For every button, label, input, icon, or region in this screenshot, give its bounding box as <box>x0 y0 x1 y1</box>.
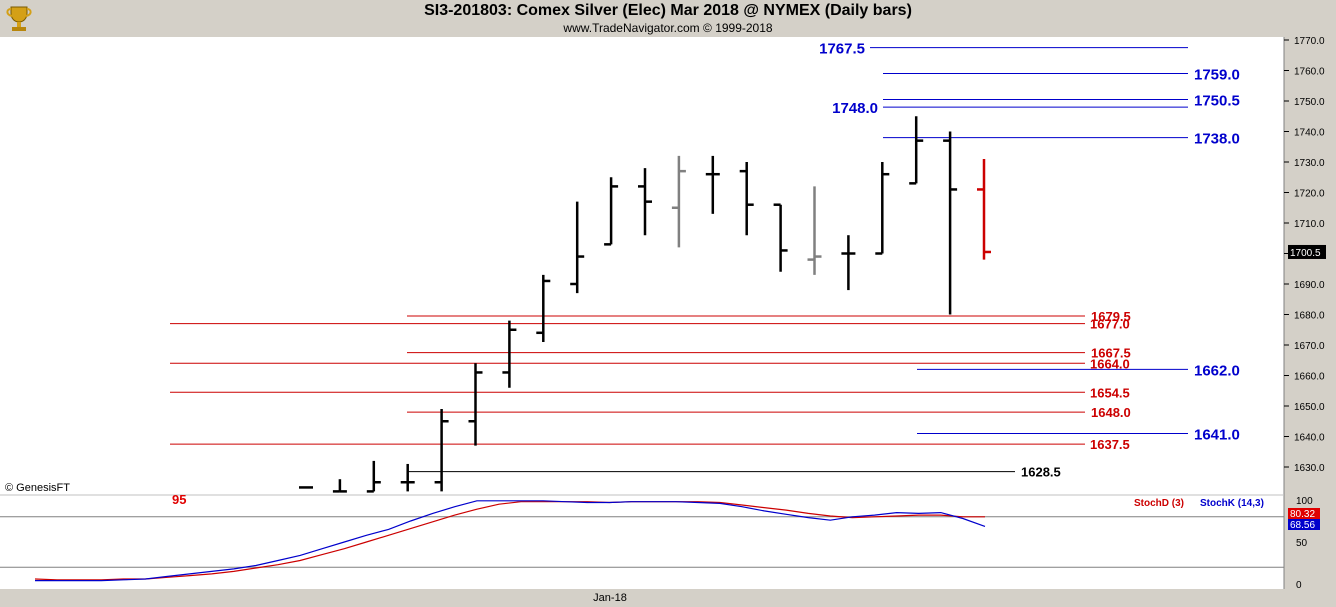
legend-stochd: StochD (3) <box>1134 498 1184 509</box>
level-label: 1648.0 <box>1091 405 1131 420</box>
price-tick-label: 1730.0 <box>1294 158 1325 169</box>
stochk-value-label: 68.56 <box>1290 520 1315 531</box>
time-axis-panel <box>0 589 1336 607</box>
stochk-value-box <box>1288 519 1320 530</box>
level-label: 1767.5 <box>819 41 865 58</box>
level-label: 1759.0 <box>1194 67 1240 84</box>
level-label: 1738.0 <box>1194 131 1240 148</box>
stoch-tick-label: 100 <box>1296 496 1313 507</box>
chart-title: SI3-201803: Comex Silver (Elec) Mar 2018… <box>424 2 912 19</box>
last-price-box <box>1288 244 1326 259</box>
level-label: 1662.0 <box>1194 362 1240 379</box>
stoch-left-label: 95 <box>172 492 186 507</box>
stochd-value-label: 80.32 <box>1290 509 1315 520</box>
price-tick-label: 1740.0 <box>1294 128 1325 139</box>
level-label: 1750.5 <box>1194 92 1240 109</box>
level-label: 1667.5 <box>1091 346 1131 361</box>
watermark: © GenesisFT <box>5 482 70 494</box>
level-label: 1628.5 <box>1021 465 1061 480</box>
legend-stochk: StochK (14,3) <box>1200 498 1264 509</box>
price-tick-label: 1680.0 <box>1294 311 1325 322</box>
last-price-label: 1700.5 <box>1290 248 1321 259</box>
stochd-value-box <box>1288 508 1320 519</box>
level-label: 1677.0 <box>1090 317 1130 332</box>
x-axis-label: Jan-18 <box>593 592 627 604</box>
price-tick-label: 1720.0 <box>1294 189 1325 200</box>
price-tick-label: 1670.0 <box>1294 341 1325 352</box>
price-tick-label: 1660.0 <box>1294 372 1325 383</box>
price-axis-panel <box>1284 37 1336 589</box>
chart-subtitle: www.TradeNavigator.com © 1999-2018 <box>563 21 773 35</box>
level-label: 1641.0 <box>1194 426 1240 443</box>
stoch-series-line <box>35 500 986 582</box>
level-label: 1654.5 <box>1090 385 1130 400</box>
price-tick-label: 1770.0 <box>1294 36 1325 47</box>
chart-header: SI3-201803: Comex Silver (Elec) Mar 2018… <box>0 0 1336 37</box>
trophy-logo-icon <box>6 6 32 31</box>
stoch-tick-label: 0 <box>1296 580 1302 591</box>
level-label: 1637.5 <box>1090 437 1130 452</box>
price-tick-label: 1760.0 <box>1294 67 1325 78</box>
stoch-tick-label: 50 <box>1296 538 1308 549</box>
level-label: 1664.0 <box>1090 356 1130 371</box>
price-tick-label: 1630.0 <box>1294 463 1325 474</box>
price-tick-label: 1650.0 <box>1294 402 1325 413</box>
price-tick-label: 1690.0 <box>1294 280 1325 291</box>
level-label: 1748.0 <box>832 100 878 117</box>
price-tick-label: 1640.0 <box>1294 433 1325 444</box>
price-tick-label: 1710.0 <box>1294 219 1325 230</box>
price-tick-label: 1750.0 <box>1294 97 1325 108</box>
stoch-series-line <box>34 501 985 581</box>
level-label: 1679.5 <box>1091 309 1131 324</box>
